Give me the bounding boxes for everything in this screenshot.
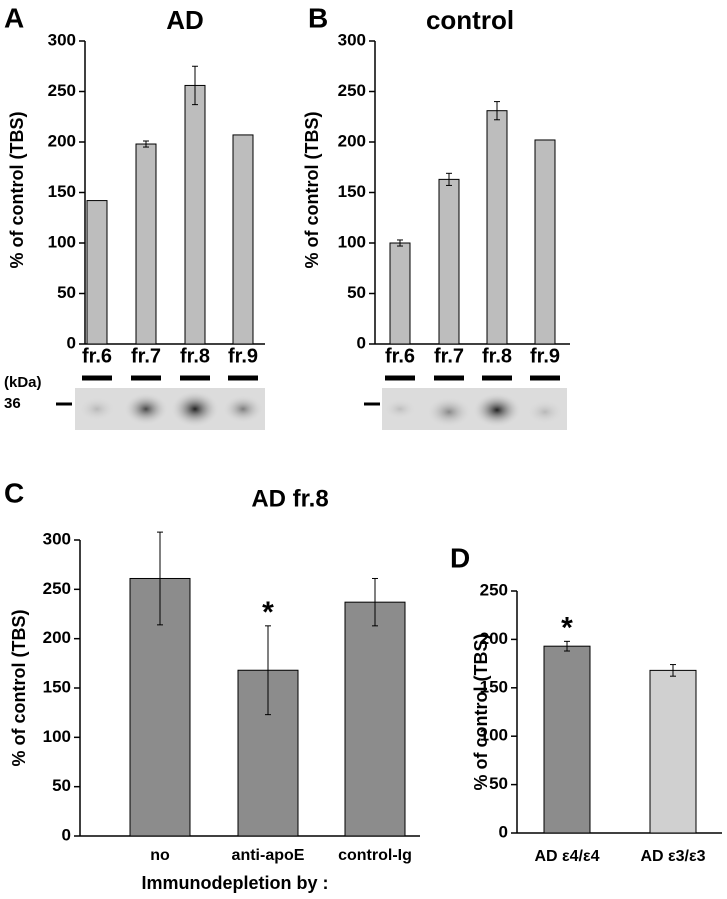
- x-tick-label: fr.9: [530, 345, 560, 367]
- blot-band: [223, 395, 263, 423]
- blot-marker: 36: [4, 395, 21, 412]
- bar: [543, 645, 591, 834]
- y-tick-label: 100: [480, 726, 508, 745]
- x-tick-label: fr.9: [228, 345, 258, 367]
- y-tick-label: 50: [347, 283, 366, 302]
- y-tick-label: 150: [480, 677, 508, 696]
- annotation: *: [262, 596, 274, 629]
- panel-label: A: [4, 2, 24, 33]
- blot-a: [56, 388, 265, 430]
- y-tick-label: 50: [52, 776, 71, 795]
- bar: [86, 200, 108, 345]
- bar: [649, 669, 697, 834]
- y-tick-label: 300: [43, 529, 71, 548]
- blot-band: [473, 393, 521, 427]
- y-tick-label: 300: [338, 30, 366, 49]
- y-tick-label: 150: [48, 182, 76, 201]
- bar: [135, 143, 157, 345]
- x-tick-label: fr.6: [385, 345, 415, 367]
- bar: [534, 139, 556, 345]
- x-tick-label: fr.8: [482, 345, 512, 367]
- blot-band: [527, 400, 563, 424]
- y-tick-label: 250: [48, 81, 76, 100]
- panel-label: B: [308, 2, 328, 33]
- y-tick-label: 200: [480, 629, 508, 648]
- panel-label: C: [4, 477, 24, 508]
- y-tick-label: 150: [338, 182, 366, 201]
- x-tick-label: no: [150, 847, 170, 864]
- x-axis-label: Immunodepletion by :: [142, 873, 329, 893]
- bar: [438, 178, 460, 345]
- x-tick-label: fr.8: [180, 345, 210, 367]
- bar: [486, 110, 508, 345]
- y-tick-label: 50: [489, 774, 508, 793]
- y-tick-label: 250: [43, 579, 71, 598]
- y-tick-label: 200: [338, 131, 366, 150]
- y-tick-label: 250: [480, 580, 508, 599]
- bar: [184, 84, 206, 345]
- y-axis-label: % of control (TBS): [9, 610, 29, 767]
- y-tick-label: 200: [43, 628, 71, 647]
- x-tick-label: control-Ig: [338, 847, 412, 864]
- panel-label: D: [450, 542, 470, 573]
- bar: [344, 601, 406, 837]
- y-axis-label: % of control (TBS): [7, 112, 27, 269]
- y-tick-label: 100: [48, 232, 76, 251]
- blot-unit: (kDa): [4, 374, 42, 391]
- bar: [232, 134, 254, 345]
- y-tick-label: 0: [499, 822, 508, 841]
- y-tick-label: 50: [57, 283, 76, 302]
- x-tick-label: fr.7: [434, 345, 464, 367]
- y-tick-label: 150: [43, 677, 71, 696]
- y-tick-label: 300: [48, 30, 76, 49]
- blot-band: [384, 399, 416, 419]
- y-tick-label: 100: [43, 727, 71, 746]
- y-tick-label: 0: [67, 333, 76, 352]
- blot-band: [124, 393, 168, 425]
- annotation: *: [561, 611, 573, 644]
- x-tick-label: anti-apoE: [232, 847, 305, 864]
- bar: [389, 242, 411, 345]
- chart-title: control: [426, 5, 514, 35]
- x-tick-label: AD ε3/ε3: [641, 848, 706, 865]
- y-axis-label: % of control (TBS): [302, 112, 322, 269]
- y-tick-label: 0: [62, 825, 71, 844]
- chart-title: AD fr.8: [251, 485, 328, 512]
- x-tick-label: fr.6: [82, 345, 112, 367]
- blot-band: [171, 391, 219, 427]
- x-tick-label: fr.7: [131, 345, 161, 367]
- y-tick-label: 0: [357, 333, 366, 352]
- y-tick-label: 250: [338, 81, 366, 100]
- x-tick-label: AD ε4/ε4: [535, 848, 600, 865]
- chart-title: AD: [166, 5, 204, 35]
- blot-b: [364, 388, 567, 430]
- y-axis-label: % of control (TBS): [471, 634, 491, 791]
- y-tick-label: 100: [338, 232, 366, 251]
- blot-band: [427, 397, 471, 427]
- blot-band: [79, 397, 115, 421]
- y-tick-label: 200: [48, 131, 76, 150]
